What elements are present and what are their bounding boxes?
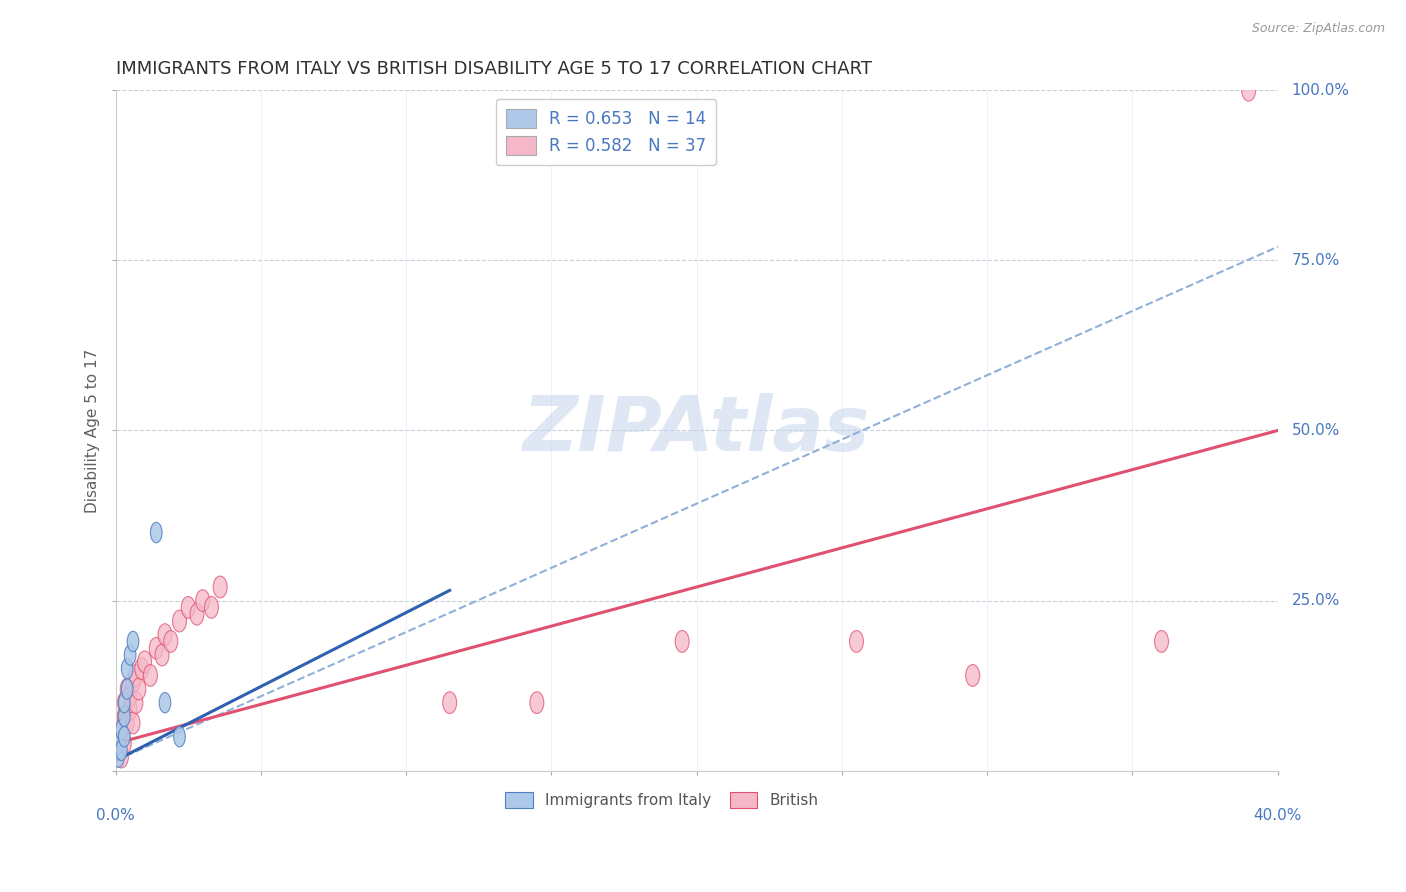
Ellipse shape bbox=[149, 638, 163, 659]
Ellipse shape bbox=[127, 632, 139, 652]
Ellipse shape bbox=[112, 747, 124, 767]
Ellipse shape bbox=[190, 603, 204, 625]
Ellipse shape bbox=[150, 523, 162, 542]
Ellipse shape bbox=[1241, 79, 1256, 101]
Ellipse shape bbox=[118, 692, 131, 713]
Ellipse shape bbox=[124, 645, 136, 665]
Ellipse shape bbox=[112, 733, 124, 754]
Ellipse shape bbox=[157, 624, 172, 646]
Ellipse shape bbox=[849, 631, 863, 652]
Ellipse shape bbox=[155, 644, 169, 666]
Ellipse shape bbox=[115, 720, 127, 740]
Ellipse shape bbox=[204, 597, 218, 618]
Ellipse shape bbox=[124, 685, 136, 706]
Ellipse shape bbox=[530, 692, 544, 714]
Ellipse shape bbox=[1154, 631, 1168, 652]
Ellipse shape bbox=[118, 726, 131, 747]
Ellipse shape bbox=[129, 665, 143, 686]
Ellipse shape bbox=[121, 679, 134, 699]
Ellipse shape bbox=[165, 631, 177, 652]
Ellipse shape bbox=[143, 665, 157, 686]
Ellipse shape bbox=[129, 692, 143, 714]
Ellipse shape bbox=[111, 712, 125, 734]
Text: 75.0%: 75.0% bbox=[1292, 252, 1340, 268]
Ellipse shape bbox=[121, 712, 134, 734]
Ellipse shape bbox=[117, 732, 131, 755]
Ellipse shape bbox=[127, 672, 141, 693]
Ellipse shape bbox=[181, 597, 195, 618]
Ellipse shape bbox=[132, 678, 146, 700]
Ellipse shape bbox=[138, 651, 152, 673]
Ellipse shape bbox=[111, 739, 125, 761]
Ellipse shape bbox=[115, 740, 127, 761]
Ellipse shape bbox=[135, 657, 149, 680]
Ellipse shape bbox=[443, 692, 457, 714]
Ellipse shape bbox=[124, 698, 136, 721]
Ellipse shape bbox=[173, 610, 187, 632]
Ellipse shape bbox=[114, 747, 128, 768]
Text: ZIPAtlas: ZIPAtlas bbox=[523, 393, 870, 467]
Ellipse shape bbox=[214, 576, 228, 598]
Text: 100.0%: 100.0% bbox=[1292, 83, 1350, 98]
Legend: Immigrants from Italy, British: Immigrants from Italy, British bbox=[499, 786, 824, 814]
Ellipse shape bbox=[121, 658, 134, 679]
Ellipse shape bbox=[675, 631, 689, 652]
Text: 50.0%: 50.0% bbox=[1292, 423, 1340, 438]
Ellipse shape bbox=[118, 706, 131, 726]
Ellipse shape bbox=[966, 665, 980, 686]
Ellipse shape bbox=[114, 719, 128, 740]
Text: IMMIGRANTS FROM ITALY VS BRITISH DISABILITY AGE 5 TO 17 CORRELATION CHART: IMMIGRANTS FROM ITALY VS BRITISH DISABIL… bbox=[115, 60, 872, 78]
Ellipse shape bbox=[127, 712, 141, 734]
Ellipse shape bbox=[195, 590, 209, 612]
Ellipse shape bbox=[117, 692, 131, 714]
Ellipse shape bbox=[174, 726, 186, 747]
Ellipse shape bbox=[117, 706, 131, 727]
Text: 25.0%: 25.0% bbox=[1292, 593, 1340, 608]
Y-axis label: Disability Age 5 to 17: Disability Age 5 to 17 bbox=[86, 349, 100, 513]
Text: 0.0%: 0.0% bbox=[96, 808, 135, 823]
Text: 40.0%: 40.0% bbox=[1254, 808, 1302, 823]
Ellipse shape bbox=[111, 726, 125, 747]
Text: Source: ZipAtlas.com: Source: ZipAtlas.com bbox=[1251, 22, 1385, 36]
Ellipse shape bbox=[159, 692, 170, 713]
Ellipse shape bbox=[121, 678, 134, 700]
